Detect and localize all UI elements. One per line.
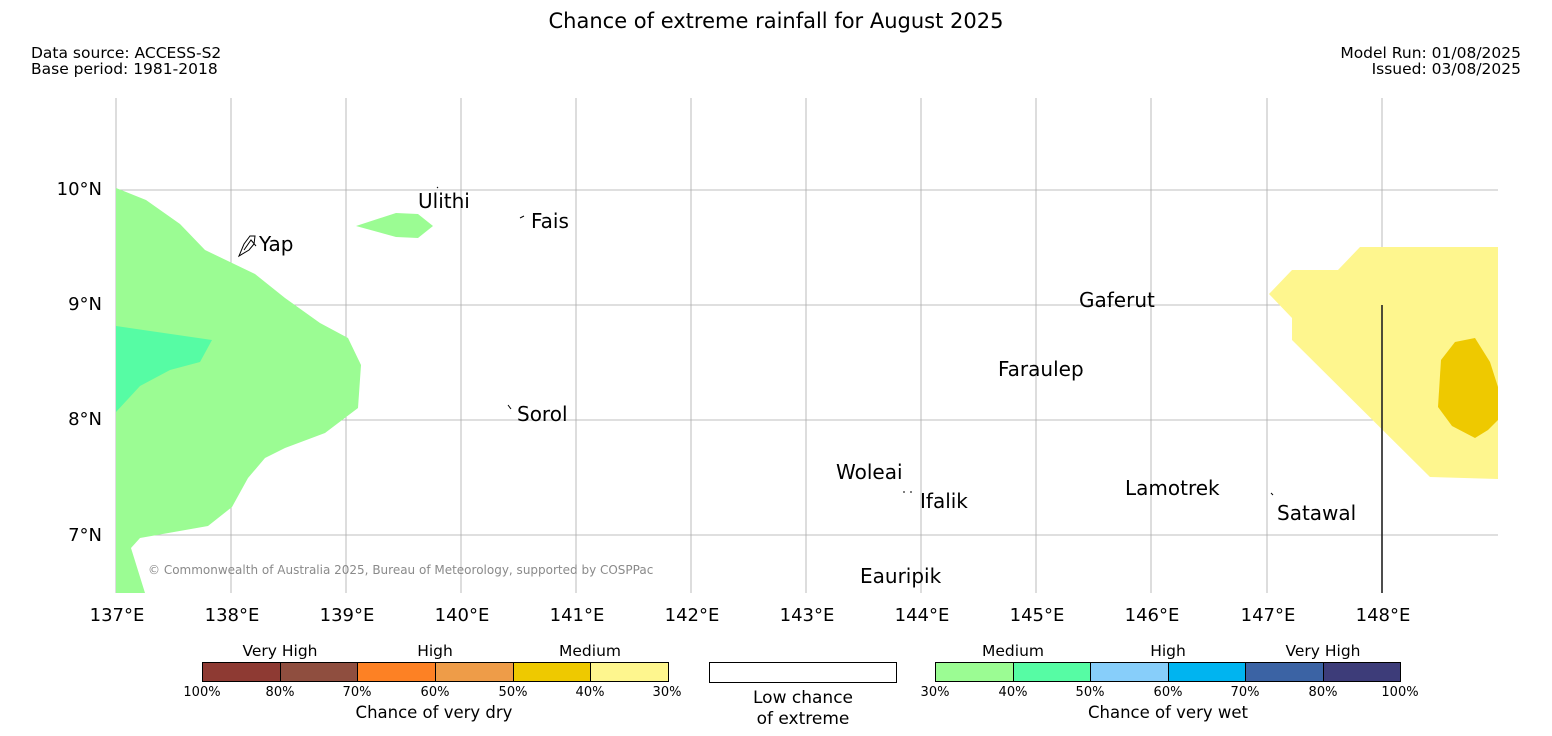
dry-cat-very-high: Very High: [242, 642, 318, 660]
rainfall-regions: [116, 188, 1498, 593]
wet-tick-70: 70%: [1230, 685, 1260, 700]
data-source: Data source: ACCESS-S2: [31, 44, 222, 62]
island-label-faraulep: Faraulep: [998, 357, 1084, 381]
lon-label-145e: 145°E: [1010, 605, 1065, 626]
island-label-satawal: Satawal: [1277, 501, 1356, 525]
wet-tick-80: 80%: [1308, 685, 1338, 700]
wet-cat-high: High: [1150, 642, 1186, 660]
wet-region-core: [116, 326, 212, 412]
dry-colorbar: [202, 662, 669, 682]
dry-caption: Chance of very dry: [355, 703, 513, 722]
island-label-sorol: Sorol: [517, 402, 568, 426]
dry-cat-high: High: [417, 642, 453, 660]
lat-tick-labels: 10°N 9°N 8°N 7°N: [57, 179, 102, 546]
base-period: Base period: 1981-2018: [31, 60, 218, 78]
lat-label-7n: 7°N: [68, 525, 102, 546]
dry-tick-100: 100%: [183, 685, 221, 700]
wet-colorbar: [935, 662, 1401, 682]
copyright-notice: © Commonwealth of Australia 2025, Bureau…: [148, 563, 653, 577]
map-canvas: Ulithi Fais Yap Gaferut Faraulep Sorol W…: [57, 98, 1498, 626]
low-chance-caption: Low chance of extreme: [753, 688, 853, 730]
wet-tick-50: 50%: [1075, 685, 1105, 700]
lon-label-138e: 138°E: [205, 605, 260, 626]
wet-cat-very-high: Very High: [1285, 642, 1361, 660]
lon-label-144e: 144°E: [895, 605, 950, 626]
dry-region-outer: [1269, 247, 1498, 479]
dry-tick-70: 70%: [342, 685, 372, 700]
wet-tick-60: 60%: [1153, 685, 1183, 700]
wet-caption: Chance of very wet: [1088, 703, 1248, 722]
wet-region-main: [116, 188, 361, 593]
wet-swatch-4: [1168, 663, 1246, 681]
lon-label-139e: 139°E: [320, 605, 375, 626]
dry-tick-50: 50%: [498, 685, 528, 700]
wet-swatch-1: [936, 663, 1014, 681]
island-label-gaferut: Gaferut: [1079, 288, 1155, 312]
fais-marker: [519, 215, 525, 219]
lon-label-148e: 148°E: [1356, 605, 1411, 626]
yap-coastline: [237, 235, 256, 258]
lon-label-140e: 140°E: [435, 605, 490, 626]
lon-label-142e: 142°E: [665, 605, 720, 626]
island-labels: Ulithi Fais Yap Gaferut Faraulep Sorol W…: [258, 189, 1356, 588]
lon-label-143e: 143°E: [780, 605, 835, 626]
source-info: Data source: ACCESS-S2 Base period: 1981…: [31, 45, 221, 77]
wet-swatch-3: [1091, 663, 1169, 681]
lon-label-146e: 146°E: [1125, 605, 1180, 626]
island-label-fais: Fais: [531, 209, 569, 233]
wet-cat-medium: Medium: [982, 642, 1044, 660]
island-label-ifalik: Ifalik: [920, 489, 968, 513]
dry-region-core: [1438, 338, 1498, 438]
island-markers: [237, 186, 1274, 496]
island-label-ulithi: Ulithi: [418, 189, 470, 213]
lat-label-10n: 10°N: [57, 179, 102, 200]
dry-swatch-2: [280, 663, 359, 681]
wet-tick-100: 100%: [1381, 685, 1419, 700]
dry-swatch-6: [591, 663, 669, 681]
dry-swatch-5: [513, 663, 592, 681]
model-run: Model Run: 01/08/2025: [1340, 44, 1521, 62]
dry-swatch-1: [203, 663, 281, 681]
lon-tick-labels: 137°E 138°E 139°E 140°E 141°E 142°E 143°…: [90, 605, 1411, 626]
wet-swatch-2: [1013, 663, 1091, 681]
wet-swatch-5: [1246, 663, 1324, 681]
dry-tick-40: 40%: [575, 685, 605, 700]
lat-label-8n: 8°N: [68, 409, 102, 430]
wet-region-ulithi: [356, 213, 433, 238]
yap-coastline-inner: [243, 239, 257, 251]
lon-label-137e: 137°E: [90, 605, 145, 626]
dry-tick-60: 60%: [420, 685, 450, 700]
lon-label-141e: 141°E: [550, 605, 605, 626]
low-chance-line1: Low chance: [753, 688, 853, 708]
page-title: Chance of extreme rainfall for August 20…: [548, 9, 1004, 33]
island-label-woleai: Woleai: [836, 460, 903, 484]
island-label-eauripik: Eauripik: [860, 564, 942, 588]
wet-tick-30: 30%: [920, 685, 950, 700]
satawal-marker: [1270, 492, 1274, 496]
low-chance-swatch: [709, 662, 897, 683]
wet-tick-40: 40%: [998, 685, 1028, 700]
ulithi-marker: [436, 186, 439, 189]
dry-tick-80: 80%: [265, 685, 295, 700]
island-label-yap: Yap: [258, 232, 293, 256]
lat-label-9n: 9°N: [68, 294, 102, 315]
dry-tick-30: 30%: [652, 685, 682, 700]
low-chance-line2: of extreme: [756, 709, 850, 729]
dry-swatch-3: [358, 663, 437, 681]
sorol-marker: [507, 404, 512, 410]
lon-label-147e: 147°E: [1241, 605, 1296, 626]
island-label-lamotrek: Lamotrek: [1125, 476, 1220, 500]
dry-swatch-4: [436, 663, 514, 681]
wet-swatch-6: [1323, 663, 1400, 681]
dry-cat-medium: Medium: [559, 642, 621, 660]
issued-date: Issued: 03/08/2025: [1371, 60, 1521, 78]
run-info: Model Run: 01/08/2025 Issued: 03/08/2025: [1340, 45, 1521, 77]
